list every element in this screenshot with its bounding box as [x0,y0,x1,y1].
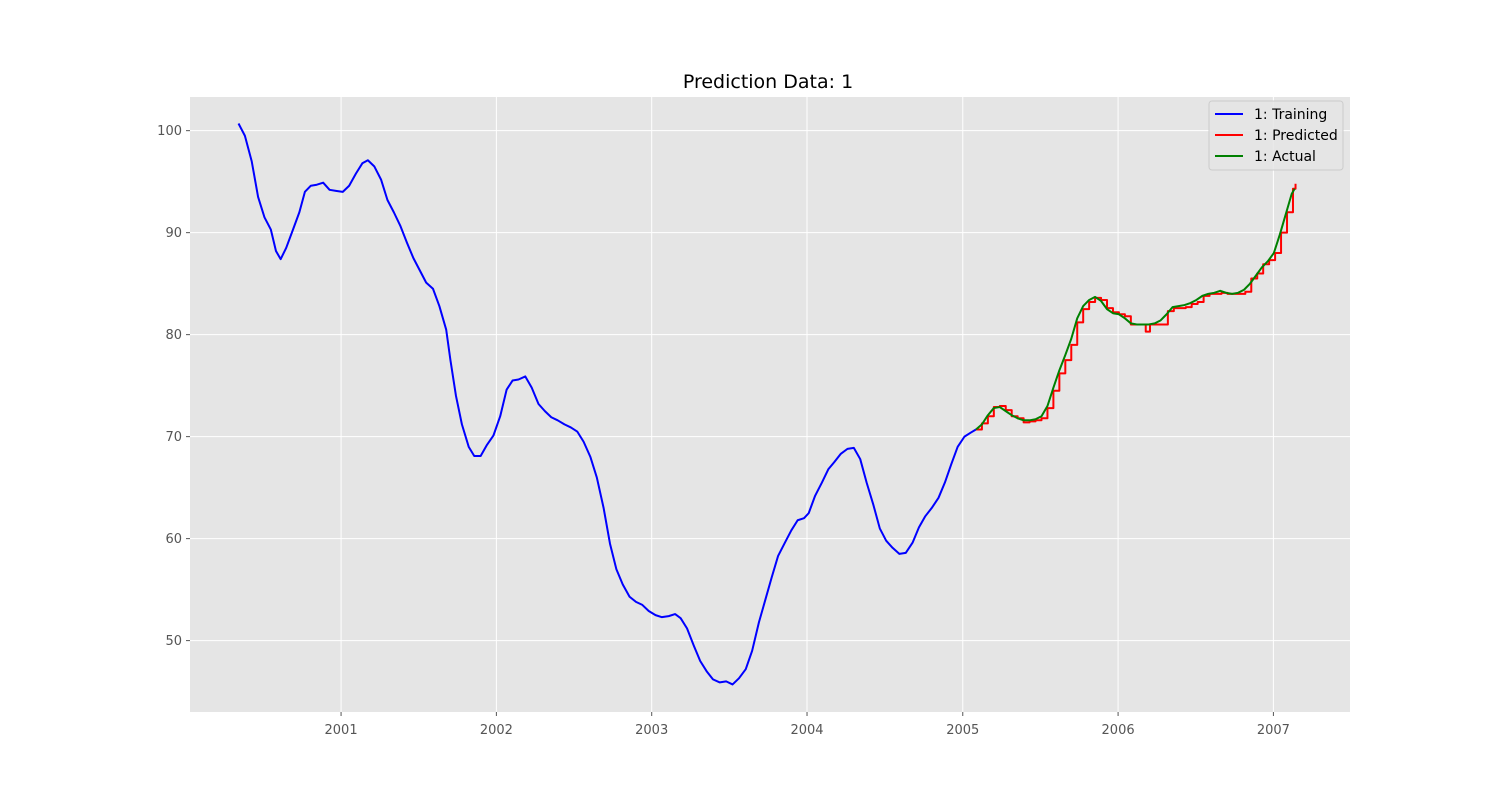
series-line-predicted [975,183,1297,431]
y-tick-label: 90 [165,226,182,241]
y-tick-label: 100 [157,124,182,139]
x-tick-label: 2007 [1257,723,1290,738]
x-tick-label: 2005 [946,723,979,738]
y-tick-label: 60 [165,532,182,547]
series-line-actual [975,188,1296,431]
series-group [237,123,1297,686]
legend-label-training: 1: Training [1254,107,1327,123]
y-tick-label: 50 [165,634,182,649]
axis-ticks: 50 60 70 80 90 100 2001 2002 2003 2004 2005 2006 200… [157,124,1290,738]
x-tick-label: 2004 [790,723,823,738]
x-tick-label: 2002 [480,723,513,738]
plot-area [190,97,1350,712]
legend-label-actual: 1: Actual [1254,149,1316,165]
x-tick-label: 2001 [325,723,358,738]
legend-box [1208,100,1344,171]
grid-lines [190,97,1350,712]
series-line-training [237,123,977,686]
legend: 1: Training 1: Predicted 1: Actual [1208,100,1344,171]
chart-title: Prediction Data: 1 [683,71,853,93]
x-tick-label: 2006 [1102,723,1135,738]
x-tick-label: 2003 [635,723,668,738]
y-tick-label: 80 [165,328,182,343]
y-tick-label: 70 [165,430,182,445]
legend-label-predicted: 1: Predicted [1254,128,1338,144]
